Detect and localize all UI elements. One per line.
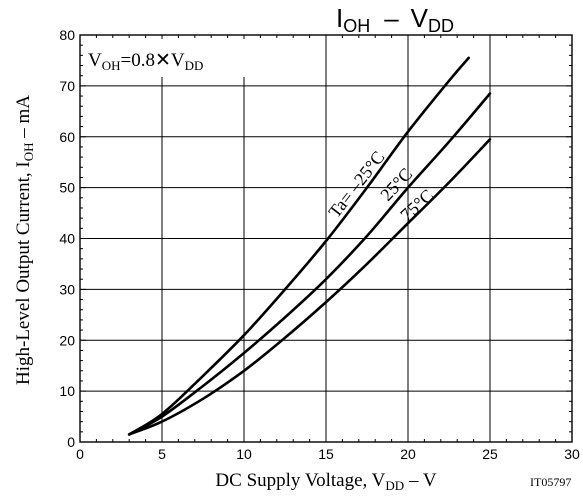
title-sub2: DD xyxy=(428,16,454,36)
xlabel-sub: DD xyxy=(385,478,404,493)
chart-title: IOH – VDD xyxy=(336,3,454,36)
condition-label: VOH=0.8✕VDD xyxy=(88,50,203,73)
plot-frame xyxy=(79,34,573,443)
y-axis-label: High-Level Output Current, IOH – mA xyxy=(13,95,36,385)
title-sub1: OH xyxy=(343,16,370,36)
ylabel-sub: OH xyxy=(21,142,36,161)
y-tick-label: 80 xyxy=(59,27,75,43)
x-tick-label: 25 xyxy=(482,446,498,462)
cond-mid: =0.8 xyxy=(121,50,155,71)
y-tick-label: 30 xyxy=(59,281,75,297)
series-line-25 xyxy=(127,92,492,436)
figure-id: IT05797 xyxy=(530,475,571,489)
ylabel-prefix: High-Level Output Current, I xyxy=(13,161,34,385)
ylabel-suffix: – mA xyxy=(13,95,34,143)
series-line-minus25 xyxy=(127,56,470,436)
y-tick-label: 40 xyxy=(59,231,75,247)
grid xyxy=(80,35,572,442)
x-tick-label: 30 xyxy=(564,446,580,462)
y-tick-label: 0 xyxy=(67,434,75,450)
series-line-75 xyxy=(127,138,492,436)
title-dash: – xyxy=(384,3,399,33)
y-tick-label: 60 xyxy=(59,129,75,145)
series-label-minus25: Ta= –25°C xyxy=(324,147,388,221)
y-tick-label: 10 xyxy=(59,383,75,399)
y-tick-label: 50 xyxy=(59,180,75,196)
x-axis-label: DC Supply Voltage, VDD – V xyxy=(215,470,436,493)
condition-box xyxy=(84,39,254,77)
y-tick-label: 20 xyxy=(59,332,75,348)
cond-sub2: DD xyxy=(185,58,204,73)
x-tick-label: 0 xyxy=(76,446,84,462)
cond-sub1: OH xyxy=(102,58,121,73)
series-curves xyxy=(127,56,492,436)
x-tick-label: 10 xyxy=(236,446,252,462)
cond-v: V xyxy=(171,50,185,71)
xlabel-suffix: – V xyxy=(404,470,437,491)
title-v: V xyxy=(411,3,429,33)
tick-labels: 0 5 10 15 20 25 30 0 10 20 30 40 50 60 70 80 xyxy=(59,27,580,462)
cond-prefix: V xyxy=(88,50,102,71)
x-tick-label: 5 xyxy=(158,446,166,462)
xlabel-prefix: DC Supply Voltage, V xyxy=(215,470,385,491)
cond-times: ✕ xyxy=(155,50,171,71)
title-main: I xyxy=(336,3,343,33)
x-tick-label: 20 xyxy=(400,446,416,462)
x-tick-label: 15 xyxy=(318,446,334,462)
y-tick-label: 70 xyxy=(59,78,75,94)
